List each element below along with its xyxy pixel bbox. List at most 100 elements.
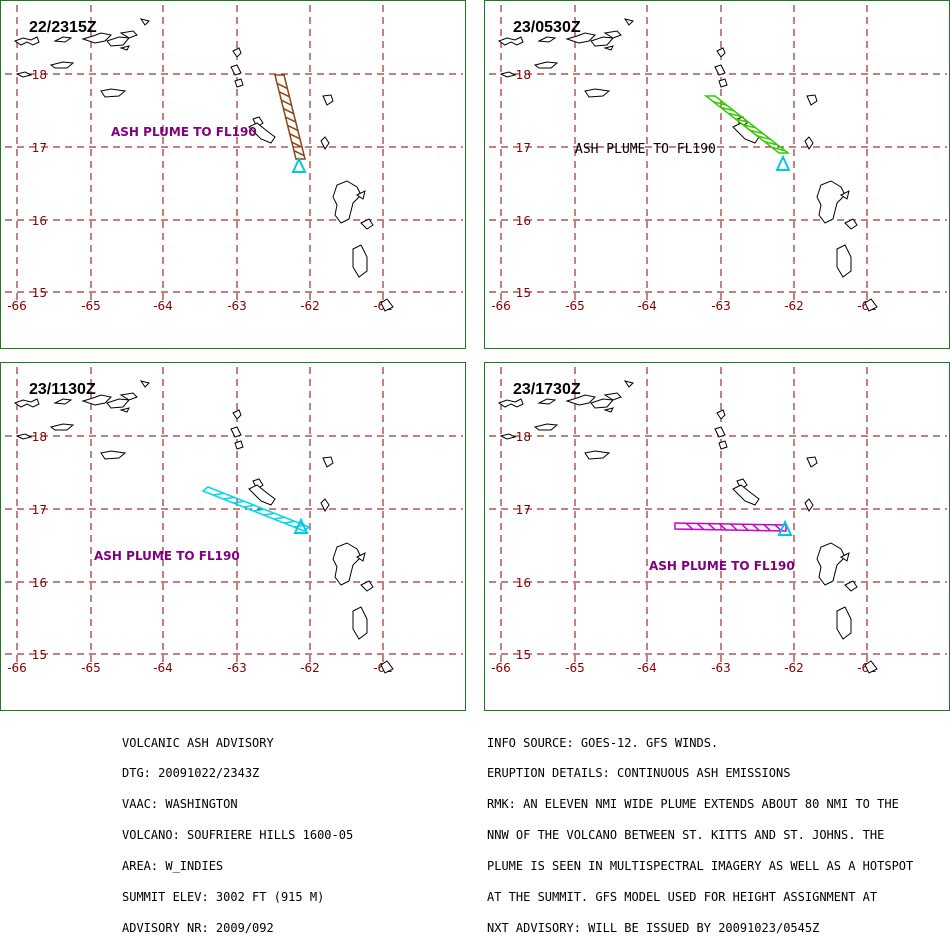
lon-label: -66 xyxy=(491,661,511,675)
coastline xyxy=(603,407,614,413)
lon-label: -65 xyxy=(81,299,101,313)
lat-label: 17 xyxy=(516,503,531,517)
lat-label: 16 xyxy=(32,214,47,228)
lon-label: -66 xyxy=(7,661,27,675)
coastline xyxy=(816,542,846,586)
lon-label: -66 xyxy=(7,299,27,313)
coastline xyxy=(806,94,818,106)
coastline xyxy=(816,180,846,224)
ash-plume-hatch xyxy=(285,116,297,123)
advisory-left: VOLCANIC ASH ADVISORY DTG: 20091022/2343… xyxy=(122,717,353,944)
coastline xyxy=(81,394,113,406)
coastline xyxy=(234,78,244,88)
lon-label: -62 xyxy=(300,661,320,675)
ash-plume-hatch xyxy=(212,492,225,496)
lat-label: 18 xyxy=(516,430,531,444)
coastline xyxy=(844,218,858,230)
coastline xyxy=(53,36,73,43)
coastline xyxy=(716,47,726,58)
coastline xyxy=(380,660,394,674)
advisory-line: ERUPTION DETAILS: CONTINUOUS ASH EMISSIO… xyxy=(487,766,791,781)
advisory-line: NNW OF THE VOLCANO BETWEEN ST. KITTS AND… xyxy=(487,828,885,843)
ash-plume-hatch xyxy=(718,523,727,531)
advisory-line: RMK: AN ELEVEN NMI WIDE PLUME EXTENDS AB… xyxy=(487,797,899,812)
advisory-line: AREA: W_INDIES xyxy=(122,859,224,874)
map-canvas: -66-65-64-63-62-6118171615 xyxy=(489,367,947,675)
map-panel-4: -66-65-64-63-62-6118171615 23/1730Z ASH … xyxy=(484,362,950,711)
advisory-line: VAAC: WASHINGTON xyxy=(122,797,238,812)
ash-plume-hatch xyxy=(749,129,764,135)
coastline xyxy=(584,450,611,460)
volcano-marker-icon xyxy=(291,156,307,173)
coastline xyxy=(499,433,517,440)
coastline xyxy=(230,64,242,76)
coastline xyxy=(322,456,334,468)
coastline xyxy=(840,190,850,200)
lat-label: 15 xyxy=(516,286,531,300)
ash-plume-hatch xyxy=(764,140,778,146)
coastline xyxy=(356,190,366,200)
coastline xyxy=(230,426,242,438)
ash-plume-hatch xyxy=(729,523,738,531)
coastline xyxy=(332,180,362,224)
advisory-line: DTG: 20091022/2343Z xyxy=(122,766,260,781)
lon-label: -62 xyxy=(300,299,320,313)
coastline xyxy=(53,398,73,405)
plume-label: ASH PLUME TO FL190 xyxy=(575,142,716,157)
ash-plume-hatch xyxy=(263,512,275,516)
coastline xyxy=(81,32,113,44)
ash-plume-hatch xyxy=(287,124,299,132)
ash-plume-hatch xyxy=(742,123,757,129)
coastline xyxy=(497,36,524,46)
coastline xyxy=(836,244,852,278)
panel-time: 22/2315Z xyxy=(29,19,97,36)
lon-label: -62 xyxy=(784,661,804,675)
advisory-line: VOLCANO: SOUFRIERE HILLS 1600-05 xyxy=(122,828,354,843)
coastline xyxy=(13,398,40,408)
ash-plume-hatch xyxy=(283,107,294,115)
panel-time: 23/1130Z xyxy=(29,381,96,398)
ash-plume-hatch xyxy=(223,496,235,500)
coastline xyxy=(864,298,878,312)
lon-label: -65 xyxy=(565,299,585,313)
advisory-line: VOLCANIC ASH ADVISORY xyxy=(122,735,274,750)
lon-label: -65 xyxy=(565,661,585,675)
lat-label: 18 xyxy=(516,68,531,82)
coastline xyxy=(352,244,368,278)
coastline xyxy=(537,36,557,43)
ash-plume-hatch xyxy=(713,100,727,106)
ash-plume-hatch xyxy=(289,133,301,140)
panel-time: 23/0530Z xyxy=(513,19,581,36)
coastline xyxy=(100,88,127,98)
advisory-line: AT THE SUMMIT. GFS MODEL USED FOR HEIGHT… xyxy=(487,890,878,905)
lat-label: 17 xyxy=(516,141,531,155)
coastline xyxy=(232,409,242,420)
coastline xyxy=(356,552,366,562)
coastline xyxy=(119,30,138,39)
coastline xyxy=(13,36,40,46)
lon-label: -64 xyxy=(153,661,173,675)
coastline xyxy=(844,580,858,592)
ash-plume-outline xyxy=(201,486,311,532)
ash-plume-hatch xyxy=(278,91,290,98)
coastline xyxy=(232,47,242,58)
map-panel-1: -66-65-64-63-62-6118171615 22/2315Z ASH … xyxy=(0,0,466,349)
volcano-marker-icon xyxy=(777,519,793,536)
advisory-line: ADVISORY NR: 2009/092 xyxy=(122,920,274,935)
ash-plume-outline xyxy=(274,74,306,160)
advisory-line: PLUME IS SEEN IN MULTISPECTRAL IMAGERY A… xyxy=(487,859,914,874)
coastline xyxy=(320,498,330,512)
ash-plume-hatch xyxy=(735,118,749,123)
lon-label: -63 xyxy=(711,661,731,675)
ash-plume-hatch xyxy=(720,106,735,112)
ash-plume-hatch xyxy=(291,141,303,148)
ash-plume-hatch xyxy=(253,508,265,512)
coastline xyxy=(49,423,75,431)
ash-plume-outline xyxy=(674,522,787,532)
coastline xyxy=(234,440,244,450)
lat-label: 16 xyxy=(516,214,531,228)
coastline xyxy=(49,61,75,69)
coastline xyxy=(139,380,150,388)
coastline xyxy=(584,88,611,98)
ash-plume-hatch xyxy=(685,522,694,530)
